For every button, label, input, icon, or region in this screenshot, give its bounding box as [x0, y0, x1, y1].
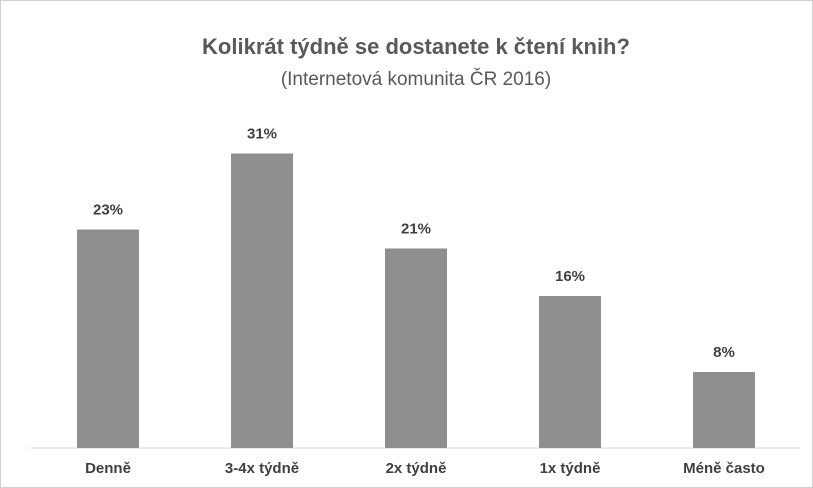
x-tick-label: 3-4x týdně [225, 460, 299, 477]
bar [385, 248, 447, 448]
bar [539, 296, 601, 448]
chart-title: Kolikrát týdně se dostanete k čtení knih… [202, 34, 630, 59]
data-label: 21% [401, 220, 431, 237]
x-tick-label: 1x týdně [540, 460, 601, 477]
chart-subtitle: (Internetová komunita ČR 2016) [281, 68, 551, 90]
x-tick-label: Denně [85, 460, 131, 477]
bar [77, 229, 139, 448]
data-label: 8% [713, 344, 735, 361]
bar [693, 372, 755, 448]
x-tick-label: 2x týdně [386, 460, 447, 477]
bar [231, 153, 293, 448]
data-label: 31% [247, 125, 277, 142]
x-tick-label: Méně často [683, 460, 765, 477]
data-label: 16% [555, 268, 585, 285]
data-label: 23% [93, 201, 123, 218]
